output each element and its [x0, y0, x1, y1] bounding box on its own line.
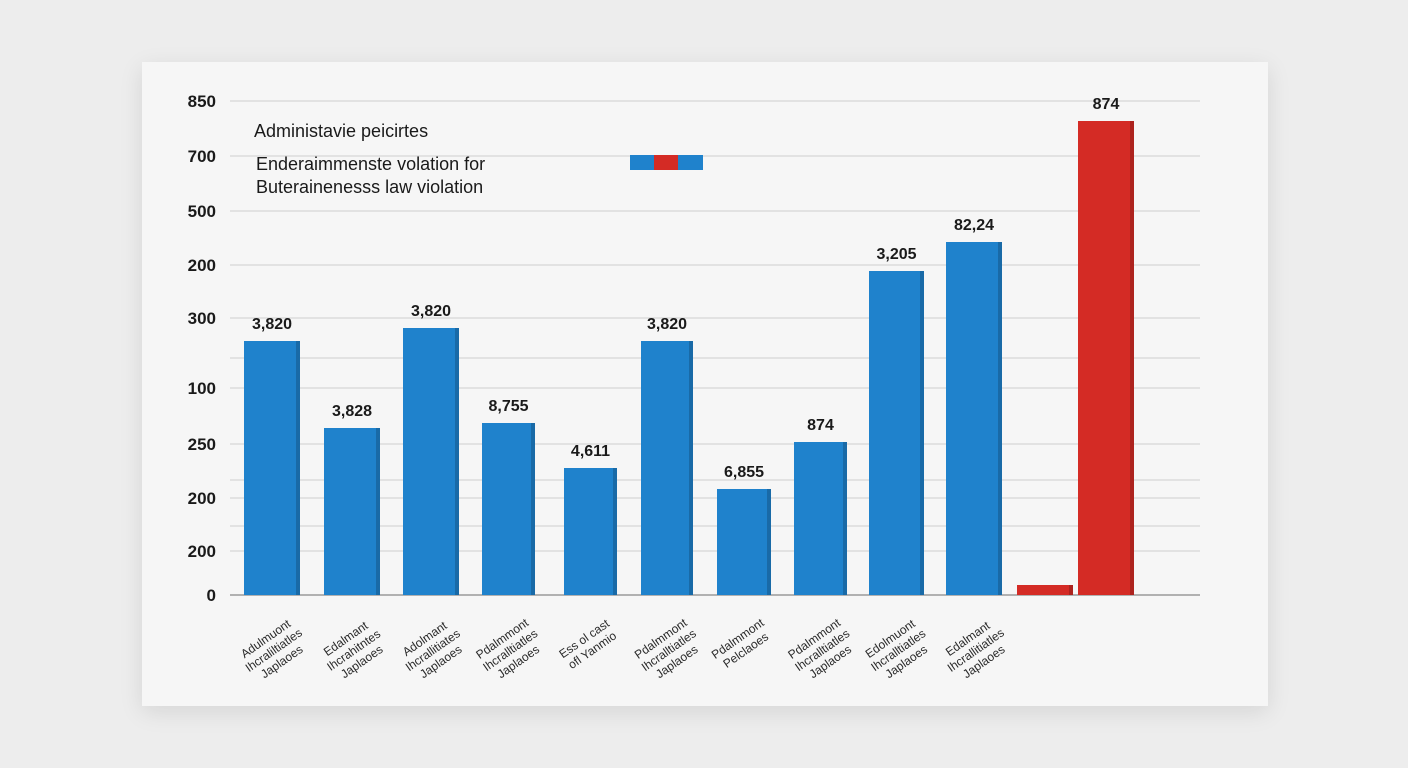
bar-side-shade — [613, 468, 617, 595]
bar-side-shade — [531, 423, 535, 595]
bar-side-shade — [920, 271, 924, 595]
category-label: PdalmmontIhcralltiatlesJaplaoes — [784, 615, 860, 686]
grid: 850 700 500 200 300 100 250 200 200 0 — [188, 92, 1200, 605]
legend-swatch — [654, 155, 678, 170]
category-label: EdalmantIhcrallitiatlesJaplaoes — [937, 614, 1015, 686]
bar — [946, 242, 1002, 595]
data-label: 3,820 — [411, 303, 451, 320]
legend-text: Enderaimmenste volation for — [256, 154, 485, 174]
data-label: 82,24 — [954, 217, 994, 234]
bars: 3,820 3,828 3,820 8,755 4,611 3,820 6,855 874 3,… — [244, 96, 1134, 595]
bar — [869, 271, 924, 595]
bar-side-shade — [1130, 121, 1134, 595]
data-label: 3,828 — [332, 403, 372, 420]
bar-side-shade — [1069, 585, 1073, 595]
data-label: 3,820 — [647, 316, 687, 333]
data-label: 6,855 — [724, 464, 764, 481]
bar — [564, 468, 617, 595]
data-label: 874 — [807, 417, 834, 434]
legend-swatch — [630, 155, 654, 170]
bar — [1078, 121, 1134, 595]
category-label: AdulmuontIhcraliltiatlesJaplaoes — [235, 614, 313, 686]
bar — [403, 328, 459, 595]
y-tick-label: 100 — [188, 379, 216, 398]
category-label: EdalmantIhcrahitntesJaplaoes — [316, 615, 391, 685]
chart-card: 850 700 500 200 300 100 250 200 200 0 3,820 3,828 3… — [142, 62, 1268, 706]
category-label: PdalmmontPelclaoes — [709, 615, 775, 673]
bar-side-shade — [455, 328, 459, 595]
data-label: 874 — [1093, 96, 1120, 113]
legend-swatch — [678, 155, 703, 170]
bar-side-shade — [998, 242, 1002, 595]
y-tick-label: 200 — [188, 489, 216, 508]
category-label: PdalmmontIhcralltiatlesJaplaoes — [631, 615, 707, 686]
data-label: 3,820 — [252, 316, 292, 333]
bar — [244, 341, 300, 595]
bar — [1017, 585, 1073, 595]
bar-side-shade — [689, 341, 693, 595]
category-label: EdolmuontIhcralltiatlesJaplaoes — [860, 615, 936, 686]
legend-text: Administavie peicirtes — [254, 121, 428, 141]
bar — [641, 341, 693, 595]
y-tick-label: 700 — [188, 147, 216, 166]
data-label: 8,755 — [488, 398, 528, 415]
bar — [717, 489, 771, 595]
bar-side-shade — [376, 428, 380, 595]
bar — [324, 428, 380, 595]
y-tick-label: 200 — [188, 256, 216, 275]
category-label: PdalmmontIhcralltiatlesJaplaoes — [472, 615, 548, 686]
bar-side-shade — [296, 341, 300, 595]
bar-side-shade — [843, 442, 847, 595]
category-label: Ess ol castofl Yanmio — [556, 616, 620, 673]
y-tick-label: 300 — [188, 309, 216, 328]
category-labels: AdulmuontIhcraliltiatlesJaplaoesEdalmant… — [235, 614, 1015, 686]
y-tick-label: 500 — [188, 202, 216, 221]
bar — [482, 423, 535, 595]
bar-side-shade — [767, 489, 771, 595]
data-label: 4,611 — [571, 443, 610, 460]
y-tick-label: 250 — [188, 435, 216, 454]
data-label: 3,205 — [876, 246, 916, 263]
category-label: AdolmantIhcrallitiatesJaplaoes — [395, 615, 471, 686]
y-tick-label: 850 — [188, 92, 216, 111]
legend-text: Buterainenesss law violation — [256, 177, 483, 197]
legend: Administavie peicirtes Enderaimmenste vol… — [254, 121, 703, 197]
y-tick-label: 200 — [188, 542, 216, 561]
bar — [794, 442, 847, 595]
y-tick-label: 0 — [207, 586, 216, 605]
